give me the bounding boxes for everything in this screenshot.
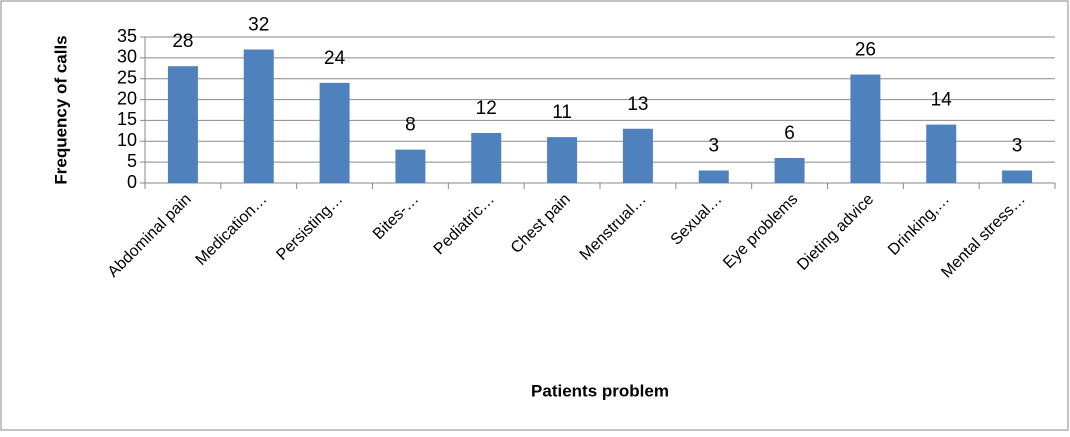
data-label: 24 — [324, 48, 346, 69]
bar — [243, 49, 274, 184]
data-label: 11 — [552, 102, 572, 123]
data-label: 12 — [476, 98, 497, 119]
y-tick-label: 25 — [117, 67, 137, 87]
data-label: 32 — [248, 15, 269, 36]
y-tick-label: 15 — [117, 109, 137, 129]
y-tick-label: 5 — [127, 151, 137, 171]
y-tick-label: 10 — [117, 130, 137, 150]
bar — [547, 137, 578, 183]
y-tick-label: 0 — [127, 172, 137, 192]
data-label: 8 — [405, 115, 416, 136]
y-axis-title: Frequency of calls — [51, 35, 70, 184]
data-label: 26 — [855, 40, 876, 61]
data-label: 3 — [1012, 136, 1023, 157]
bar — [1002, 170, 1033, 183]
data-label: 3 — [708, 136, 719, 157]
bar — [622, 128, 653, 183]
bar — [926, 124, 957, 183]
data-label: 13 — [627, 94, 648, 115]
y-tick-label: 20 — [117, 88, 137, 108]
bar — [395, 149, 426, 183]
bar — [167, 66, 198, 183]
bar — [319, 82, 350, 183]
bar — [698, 170, 729, 183]
x-axis-title: Patients problem — [531, 381, 669, 400]
bar — [471, 132, 502, 183]
y-tick-label: 30 — [117, 47, 137, 67]
data-label: 14 — [931, 90, 953, 111]
data-label: 28 — [172, 31, 193, 52]
y-tick-label: 35 — [117, 26, 137, 46]
bar — [774, 157, 805, 183]
data-label: 6 — [784, 123, 795, 144]
bar — [850, 74, 881, 183]
